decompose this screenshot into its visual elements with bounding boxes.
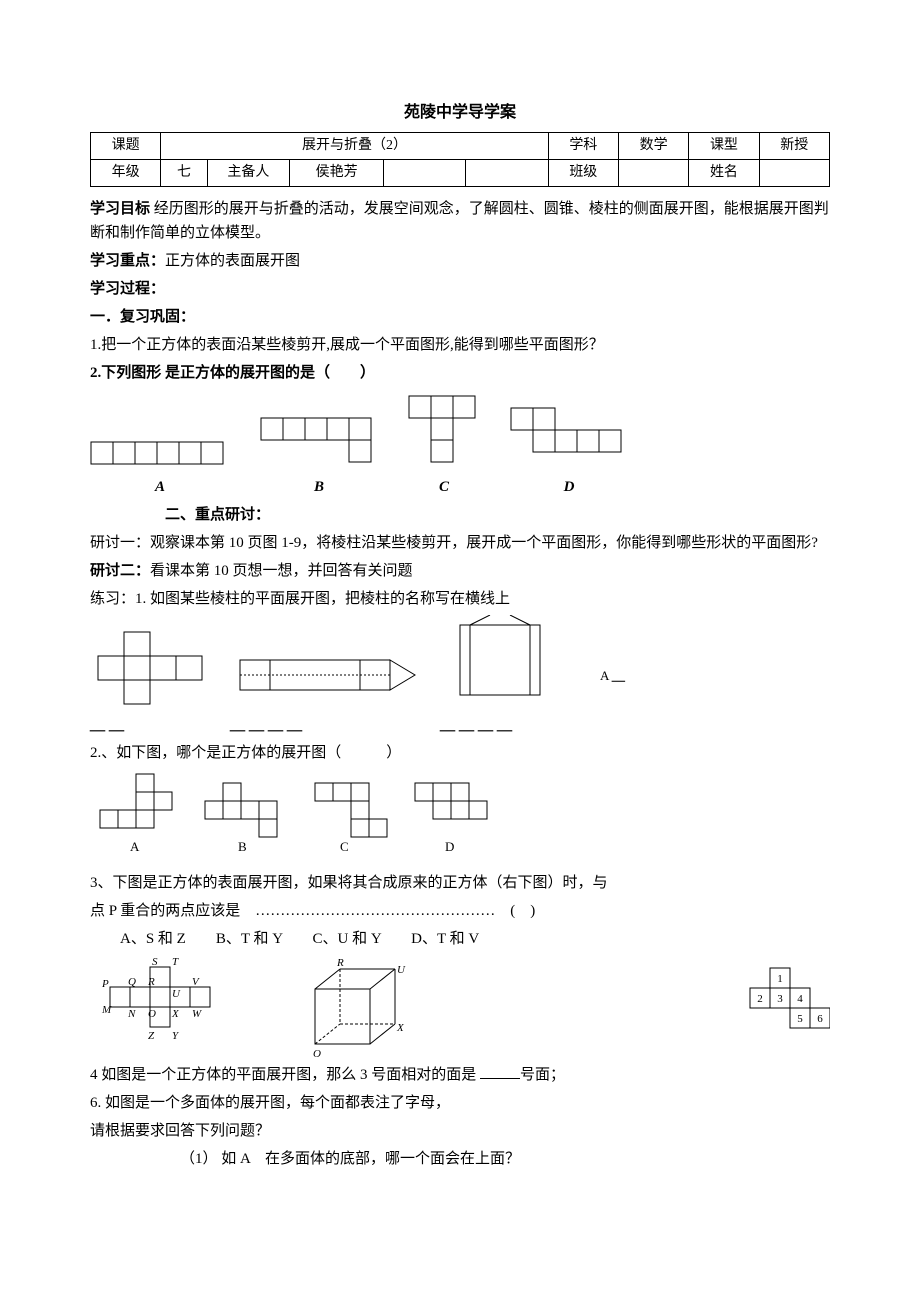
hdr-cell: 数学 — [618, 132, 688, 159]
svg-text:1: 1 — [777, 973, 783, 985]
ex1: 练习：1. 如图某些棱柱的平面展开图，把棱柱的名称写在横线上 — [90, 587, 830, 611]
hdr-cell: 班级 — [548, 159, 618, 186]
disc2: 研讨二：看课本第 10 页想一想，并回答有关问题 — [90, 559, 830, 583]
label-c: C — [408, 475, 480, 499]
svg-text:6: 6 — [817, 1013, 823, 1025]
svg-text:5: 5 — [797, 1013, 803, 1025]
ex3-opts: A、S 和 Z B、T 和 Y C、U 和 Y D、T 和 V — [120, 927, 830, 951]
ex6-l1: 6. 如图是一个多面体的展开图，每个面都表注了字母， — [90, 1091, 830, 1115]
goal: 学习目标 经历图形的展开与折叠的活动，发展空间观念，了解圆柱、圆锥、棱柱的侧面展… — [90, 197, 830, 245]
svg-text:R: R — [336, 957, 344, 969]
focus-text: 正方体的表面展开图 — [165, 253, 300, 269]
ex3-figures: ST PQRUV MNOXW ZY RU OX 1 2 3 4 5 6 — [90, 957, 830, 1057]
label-a: A — [90, 475, 230, 499]
opt-c: C — [340, 839, 349, 854]
process-label: 学习过程： — [90, 277, 830, 301]
hdr-cell: 课题 — [91, 132, 161, 159]
header-table: 课题 展开与折叠（2） 学科 数学 课型 新授 年级 七 主备人 侯艳芳 班级 … — [90, 132, 830, 188]
net-d-svg — [510, 407, 628, 455]
blank-1: ＿＿ — [90, 713, 210, 737]
disc2-label: 研讨二： — [90, 563, 150, 579]
ex1-fig1: ＿＿ — [90, 631, 210, 737]
focus: 学习重点：正方体的表面展开图 — [90, 249, 830, 273]
svg-text:O: O — [148, 1008, 156, 1020]
net-c-svg — [408, 395, 480, 465]
ex1-fig2: ＿＿＿＿ — [230, 645, 420, 737]
svg-text:4: 4 — [797, 993, 803, 1005]
ex4: 4 如图是一个正方体的平面展开图，那么 3 号面相对的面是 号面； — [90, 1063, 830, 1087]
net-d: D — [510, 407, 628, 499]
svg-text:S: S — [152, 957, 158, 968]
svg-text:Q: Q — [128, 976, 136, 988]
svg-text:V: V — [192, 976, 200, 988]
goal-text: 经历图形的展开与折叠的活动，发展空间观念，了解圆柱、圆锥、棱柱的侧面展开图，能根… — [90, 201, 829, 241]
ex3-cube: R U O X — [300, 957, 430, 1057]
ex3-l1: 3、下图是正方体的表面展开图，如果将其合成原来的正方体（右下图）时，与 — [90, 871, 830, 895]
hdr-cell: 年级 — [91, 159, 161, 186]
svg-text:P: P — [101, 978, 109, 990]
svg-text:M: M — [101, 1004, 112, 1016]
hdr-cell — [466, 159, 548, 186]
nets-row-1: A B C D — [90, 395, 830, 499]
net-b-svg — [260, 417, 378, 465]
ex3-net: S T P QR UV M NO XW Z Y — [90, 957, 260, 1057]
blank-fill[interactable] — [480, 1064, 520, 1079]
ex1-fig3: ＿＿＿＿ — [440, 615, 580, 737]
ex3-l2: 点 P 重合的两点应该是 ………………………………………… ( ) — [90, 899, 830, 923]
svg-text:X: X — [171, 1008, 180, 1020]
blank-2: ＿＿＿＿ — [230, 713, 420, 737]
svg-text:3: 3 — [777, 993, 783, 1005]
blank-3: ＿＿＿＿ — [440, 713, 580, 737]
net-a-svg — [90, 441, 230, 465]
svg-text:T: T — [172, 957, 179, 968]
ex1-figures: ＿＿ ＿＿＿＿ ＿＿＿＿ A ＿ — [90, 615, 830, 737]
ex6-l2: 请根据要求回答下列问题？ — [90, 1119, 830, 1143]
disc2-text: 看课本第 10 页想一想，并回答有关问题 — [150, 563, 413, 579]
label-b: B — [260, 475, 378, 499]
ex4-mini-net: 1 2 3 4 5 6 — [730, 967, 830, 1047]
label-d: D — [510, 475, 628, 499]
svg-text:O: O — [313, 1048, 321, 1057]
hdr-cell: 主备人 — [207, 159, 289, 186]
hdr-cell: 姓名 — [689, 159, 759, 186]
hdr-cell: 新授 — [759, 132, 829, 159]
opt-a: A — [130, 839, 140, 854]
net-b: B — [260, 417, 378, 499]
page-title: 苑陵中学导学案 — [90, 100, 830, 126]
q2: 2.下列图形 是正方体的展开图的是（ ） — [90, 361, 830, 385]
section-1: 一．复习巩固： — [90, 305, 830, 329]
svg-text:R: R — [147, 976, 155, 988]
svg-text:Z: Z — [148, 1030, 155, 1042]
hdr-cell — [759, 159, 829, 186]
svg-text:2: 2 — [757, 993, 763, 1005]
hdr-cell: 学科 — [548, 132, 618, 159]
net-c: C — [408, 395, 480, 499]
hdr-cell: 侯艳芳 — [290, 159, 384, 186]
hdr-cell — [618, 159, 688, 186]
ex2-figures: A B C D — [90, 769, 830, 867]
section-2: 二、重点研讨： — [165, 503, 830, 527]
hdr-cell — [384, 159, 466, 186]
svg-text:N: N — [127, 1008, 136, 1020]
svg-text:U: U — [397, 964, 406, 976]
disc1: 研讨一：观察课本第 10 页图 1-9，将棱柱沿某些棱剪开，展开成一个平面图形，… — [90, 531, 830, 555]
svg-text:X: X — [396, 1022, 405, 1034]
svg-text:Y: Y — [172, 1030, 180, 1042]
hdr-cell: 展开与折叠（2） — [161, 132, 548, 159]
hdr-cell: 七 — [161, 159, 207, 186]
opt-b: B — [238, 839, 247, 854]
q1: 1.把一个正方体的表面沿某些棱剪开,展成一个平面图形,能得到哪些平面图形？ — [90, 333, 830, 357]
net-a: A — [90, 441, 230, 499]
letter-a-side: A ＿ — [600, 666, 629, 687]
svg-text:U: U — [172, 988, 181, 1000]
opt-d: D — [445, 839, 454, 854]
ex6-sub: （1） 如 A 在多面体的底部，哪一个面会在上面？ — [180, 1147, 830, 1171]
goal-label: 学习目标 — [90, 201, 150, 217]
svg-text:W: W — [192, 1008, 202, 1020]
focus-label: 学习重点： — [90, 253, 165, 269]
ex2: 2.、如下图，哪个是正方体的展开图（ ） — [90, 741, 830, 765]
hdr-cell: 课型 — [689, 132, 759, 159]
